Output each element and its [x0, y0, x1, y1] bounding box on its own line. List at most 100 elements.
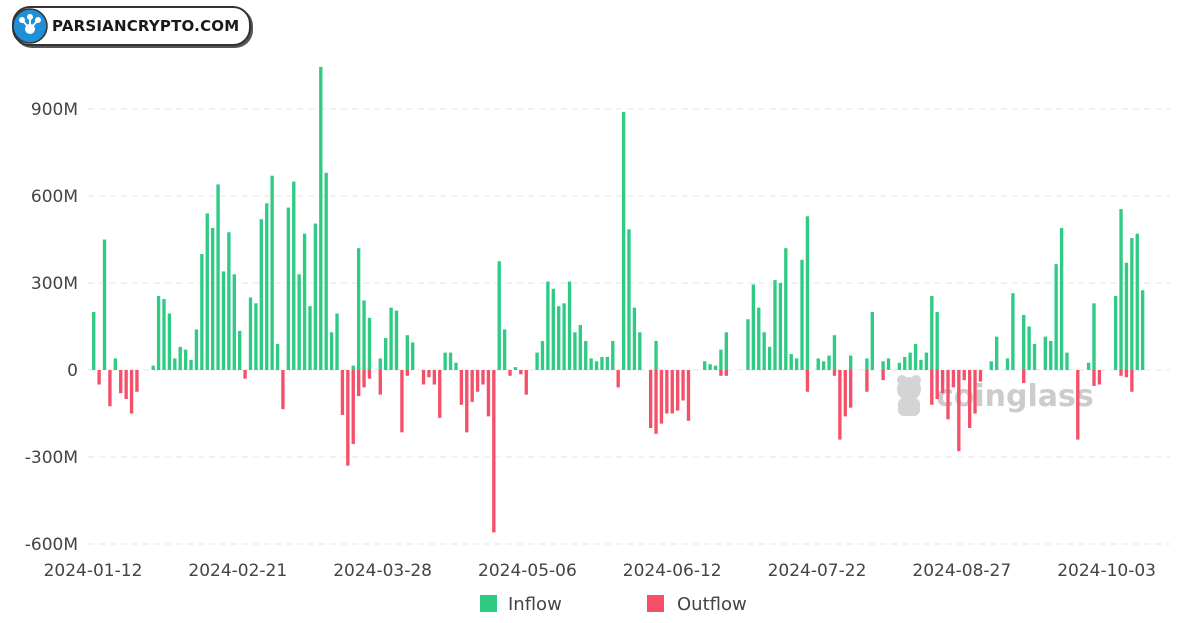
outflow-bar[interactable] [724, 370, 728, 376]
inflow-bar[interactable] [265, 203, 269, 370]
inflow-bar[interactable] [411, 342, 415, 370]
outflow-bar[interactable] [1076, 370, 1080, 440]
outflow-bar[interactable] [427, 370, 431, 378]
inflow-bar[interactable] [881, 361, 885, 370]
outflow-bar[interactable] [340, 370, 345, 415]
inflow-bar[interactable] [513, 367, 518, 370]
outflow-bar[interactable] [1130, 370, 1134, 392]
inflow-bar[interactable] [183, 349, 188, 370]
inflow-bar[interactable] [546, 281, 550, 370]
inflow-bar[interactable] [259, 219, 263, 370]
inflow-bar[interactable] [497, 261, 501, 370]
inflow-bar[interactable] [1022, 314, 1026, 370]
inflow-bar[interactable] [557, 306, 561, 370]
inflow-bar[interactable] [329, 332, 334, 370]
inflow-bar[interactable] [1065, 352, 1069, 370]
inflow-bar[interactable] [1043, 336, 1048, 370]
outflow-bar[interactable] [1124, 370, 1129, 378]
outflow-bar[interactable] [654, 370, 658, 434]
outflow-bar[interactable] [930, 370, 934, 405]
outflow-bar[interactable] [881, 370, 885, 381]
outflow-bar[interactable] [400, 370, 404, 433]
inflow-bar[interactable] [367, 317, 372, 370]
inflow-bar[interactable] [302, 233, 307, 370]
outflow-bar[interactable] [438, 370, 442, 418]
inflow-bar[interactable] [832, 335, 837, 370]
outflow-bar[interactable] [832, 370, 837, 376]
outflow-bar[interactable] [465, 370, 469, 433]
outflow-bar[interactable] [843, 370, 847, 417]
inflow-bar[interactable] [454, 362, 458, 370]
inflow-bar[interactable] [178, 346, 182, 370]
inflow-bar[interactable] [221, 271, 226, 370]
inflow-bar[interactable] [594, 361, 599, 370]
inflow-bar[interactable] [156, 296, 161, 370]
inflow-bar[interactable] [1005, 358, 1010, 370]
outflow-bar[interactable] [459, 370, 464, 405]
inflow-bar[interactable] [757, 307, 761, 370]
inflow-bar[interactable] [443, 352, 447, 370]
inflow-bar[interactable] [189, 359, 193, 370]
inflow-bar[interactable] [102, 239, 107, 371]
inflow-bar[interactable] [254, 303, 258, 370]
inflow-bar[interactable] [886, 358, 891, 370]
inflow-bar[interactable] [989, 361, 993, 370]
outflow-bar[interactable] [675, 370, 680, 411]
legend-item-inflow[interactable]: Inflow [480, 594, 562, 615]
inflow-bar[interactable] [913, 343, 918, 370]
inflow-bar[interactable] [719, 349, 723, 370]
inflow-bar[interactable] [297, 274, 301, 370]
inflow-bar[interactable] [502, 329, 507, 370]
inflow-bar[interactable] [654, 341, 658, 370]
outflow-bar[interactable] [686, 370, 691, 421]
inflow-bar[interactable] [540, 341, 545, 370]
outflow-bar[interactable] [508, 370, 512, 376]
outflow-bar[interactable] [1119, 370, 1123, 376]
inflow-bar[interactable] [1086, 362, 1091, 370]
outflow-bar[interactable] [1022, 370, 1026, 384]
inflow-bar[interactable] [600, 356, 604, 370]
outflow-bar[interactable] [346, 370, 350, 466]
inflow-bar[interactable] [724, 332, 728, 370]
inflow-bar[interactable] [995, 336, 999, 370]
inflow-bar[interactable] [270, 175, 274, 370]
outflow-bar[interactable] [108, 370, 112, 407]
inflow-bar[interactable] [827, 355, 831, 371]
outflow-bar[interactable] [119, 370, 123, 394]
inflow-bar[interactable] [870, 312, 874, 370]
outflow-bar[interactable] [129, 370, 134, 414]
outflow-bar[interactable] [670, 370, 674, 414]
inflow-bar[interactable] [162, 298, 166, 370]
outflow-bar[interactable] [659, 370, 664, 424]
outflow-bar[interactable] [492, 370, 496, 533]
inflow-bar[interactable] [227, 232, 231, 370]
inflow-bar[interactable] [821, 361, 826, 370]
outflow-bar[interactable] [281, 370, 285, 410]
outflow-bar[interactable] [849, 370, 853, 408]
inflow-bar[interactable] [794, 358, 799, 370]
inflow-bar[interactable] [167, 313, 172, 370]
inflow-bar[interactable] [389, 307, 393, 370]
outflow-bar[interactable] [475, 370, 480, 392]
inflow-bar[interactable] [605, 356, 610, 370]
inflow-bar[interactable] [708, 364, 712, 370]
outflow-bar[interactable] [362, 370, 366, 388]
inflow-bar[interactable] [573, 332, 577, 370]
inflow-bar[interactable] [1119, 209, 1123, 370]
outflow-bar[interactable] [135, 370, 139, 392]
outflow-bar[interactable] [719, 370, 723, 376]
inflow-bar[interactable] [703, 361, 707, 370]
inflow-bar[interactable] [292, 181, 296, 371]
outflow-bar[interactable] [616, 370, 620, 388]
inflow-bar[interactable] [362, 300, 366, 370]
inflow-bar[interactable] [1140, 290, 1145, 370]
inflow-bar[interactable] [1027, 326, 1031, 371]
inflow-bar[interactable] [784, 248, 788, 370]
outflow-bar[interactable] [978, 370, 983, 382]
inflow-bar[interactable] [308, 306, 312, 370]
inflow-bar[interactable] [448, 352, 453, 370]
outflow-bar[interactable] [470, 370, 474, 402]
inflow-bar[interactable] [205, 213, 209, 370]
inflow-bar[interactable] [919, 359, 923, 370]
outflow-bar[interactable] [957, 370, 961, 452]
